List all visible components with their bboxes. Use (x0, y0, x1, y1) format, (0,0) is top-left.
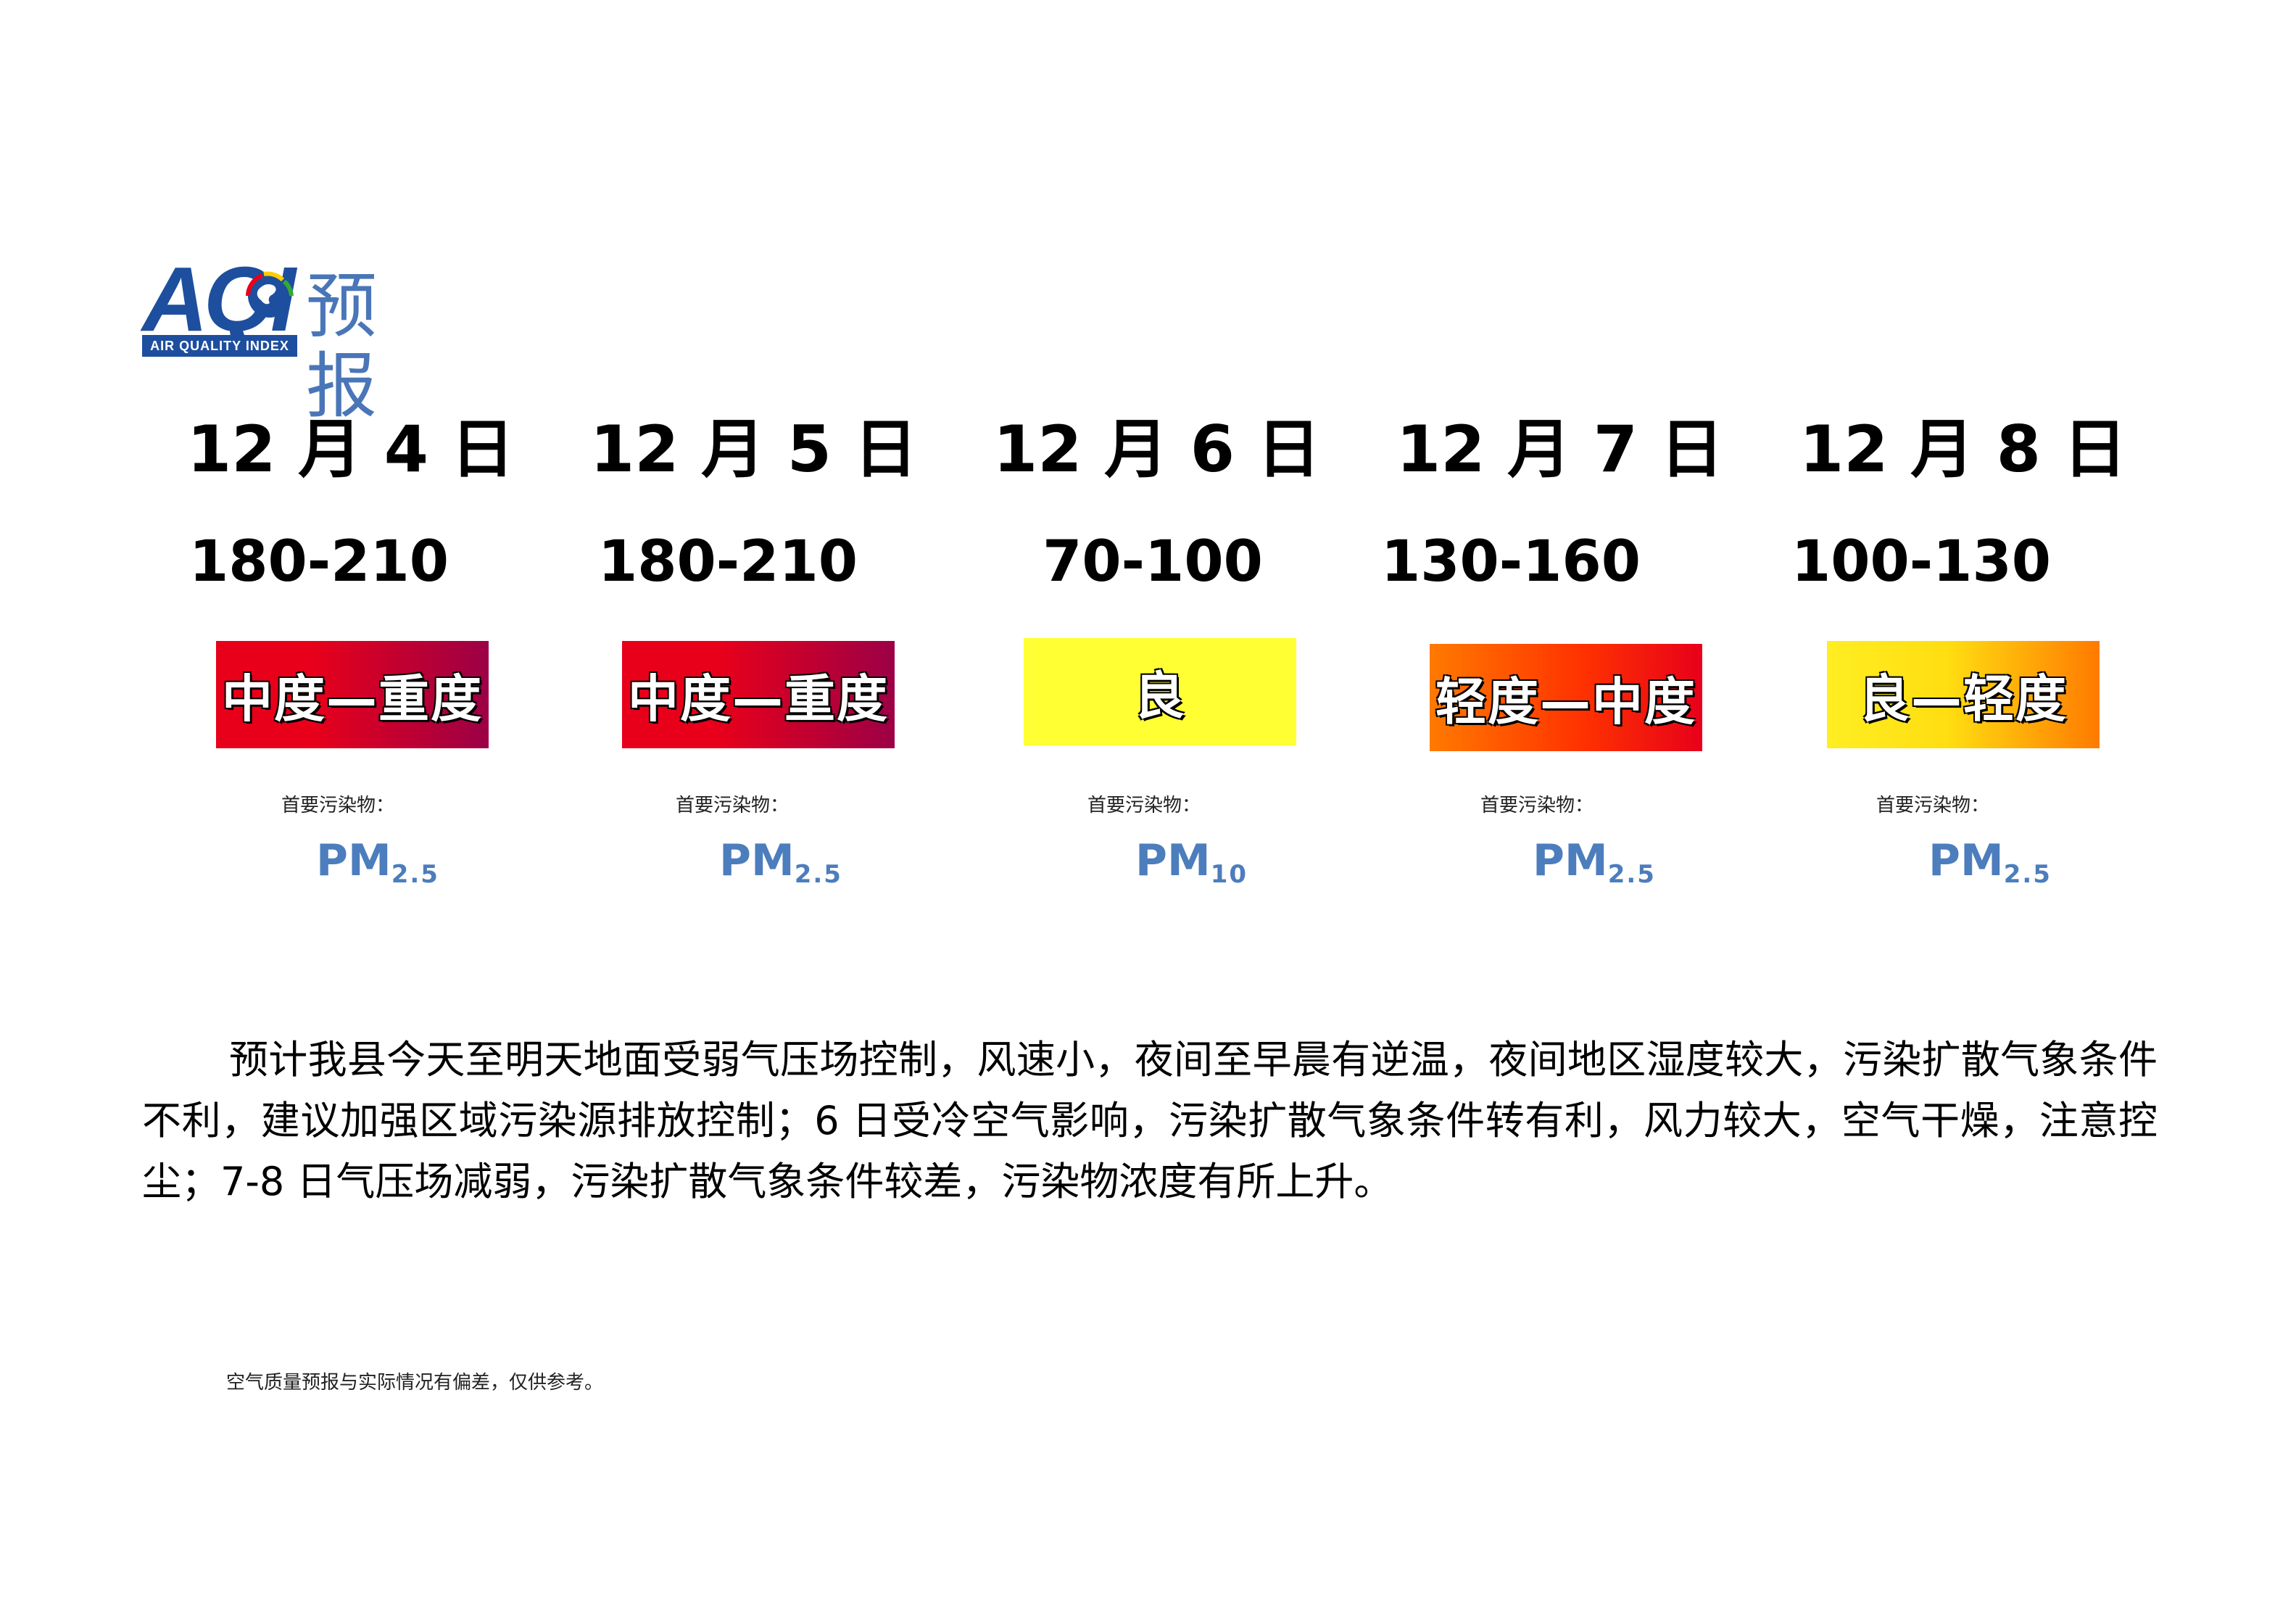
aqi-range: 180-210 (597, 529, 858, 595)
pollutant-name: PM (1135, 835, 1211, 886)
pollutant-subscript: 2.5 (391, 860, 439, 889)
primary-pollutant: PM2.5 (1533, 835, 1656, 900)
pollutant-name: PM (719, 835, 795, 886)
aqi-range: 130-160 (1380, 529, 1641, 595)
pollutant-subscript: 2.5 (794, 860, 842, 889)
primary-pollutant: PM2.5 (719, 835, 842, 900)
aqi-range: 100-130 (1791, 529, 2051, 595)
pollutant-name: PM (1533, 835, 1608, 886)
pollutant-label: 首要污染物： (281, 795, 395, 816)
pollutant-subscript: 2.5 (1607, 860, 1656, 889)
aqi-level-badge: 良—轻度 (1827, 641, 2100, 748)
primary-pollutant: PM2.5 (1928, 835, 2052, 900)
pollutant-subscript: 10 (1210, 860, 1248, 889)
logo-title: 预报 (306, 265, 378, 428)
aqi-level-badge: 良 (1024, 638, 1296, 745)
pollutant-label: 首要污染物： (1087, 795, 1201, 816)
pollutant-label: 首要污染物： (676, 795, 789, 816)
primary-pollutant: PM10 (1135, 835, 1248, 900)
pollutant-subscript: 2.5 (2003, 860, 2052, 889)
disclaimer: 空气质量预报与实际情况有偏差，仅供参考。 (226, 1372, 604, 1394)
forecast-day: 12 月 8 日 100-130 良—轻度 首要污染物： PM2.5 (1791, 392, 2127, 914)
forecast-date: 12 月 6 日 (993, 412, 1321, 487)
forecast-day: 12 月 4 日 180-210 中度—重度 首要污染物： PM2.5 (187, 392, 515, 914)
aqi-range: 180-210 (188, 529, 449, 595)
pollutant-label: 首要污染物： (1480, 795, 1594, 816)
forecast-description: 预计我县今天至明天地面受弱气压场控制，风速小，夜间至早晨有逆温，夜间地区湿度较大… (142, 1037, 2158, 1204)
aqi-level-badge: 中度—重度 (216, 641, 489, 748)
primary-pollutant: PM2.5 (316, 835, 439, 900)
globe-icon (246, 271, 294, 318)
forecast-date: 12 月 5 日 (590, 412, 918, 487)
pollutant-name: PM (316, 835, 391, 886)
forecast-day: 12 月 5 日 180-210 中度—重度 首要污染物： PM2.5 (590, 392, 918, 914)
aqi-logo: AQI AIR QUALITY INDEX 预报 (142, 254, 447, 426)
pollutant-name: PM (1928, 835, 2004, 886)
aqi-level-badge: 中度—重度 (622, 641, 895, 748)
forecast-day: 12 月 7 日 130-160 轻度—中度 首要污染物： PM2.5 (1381, 392, 1724, 914)
forecast-date: 12 月 4 日 (187, 412, 515, 487)
aqi-range: 70-100 (1043, 529, 1263, 595)
forecast-day: 12 月 6 日 70-100 良 首要污染物： PM10 (993, 392, 1321, 914)
pollutant-label: 首要污染物： (1876, 795, 1990, 816)
aqi-level-badge: 轻度—中度 (1430, 644, 1702, 751)
forecast-date: 12 月 8 日 (1799, 412, 2127, 487)
logo-subtitle: AIR QUALITY INDEX (142, 335, 297, 357)
forecast-date: 12 月 7 日 (1396, 412, 1724, 487)
